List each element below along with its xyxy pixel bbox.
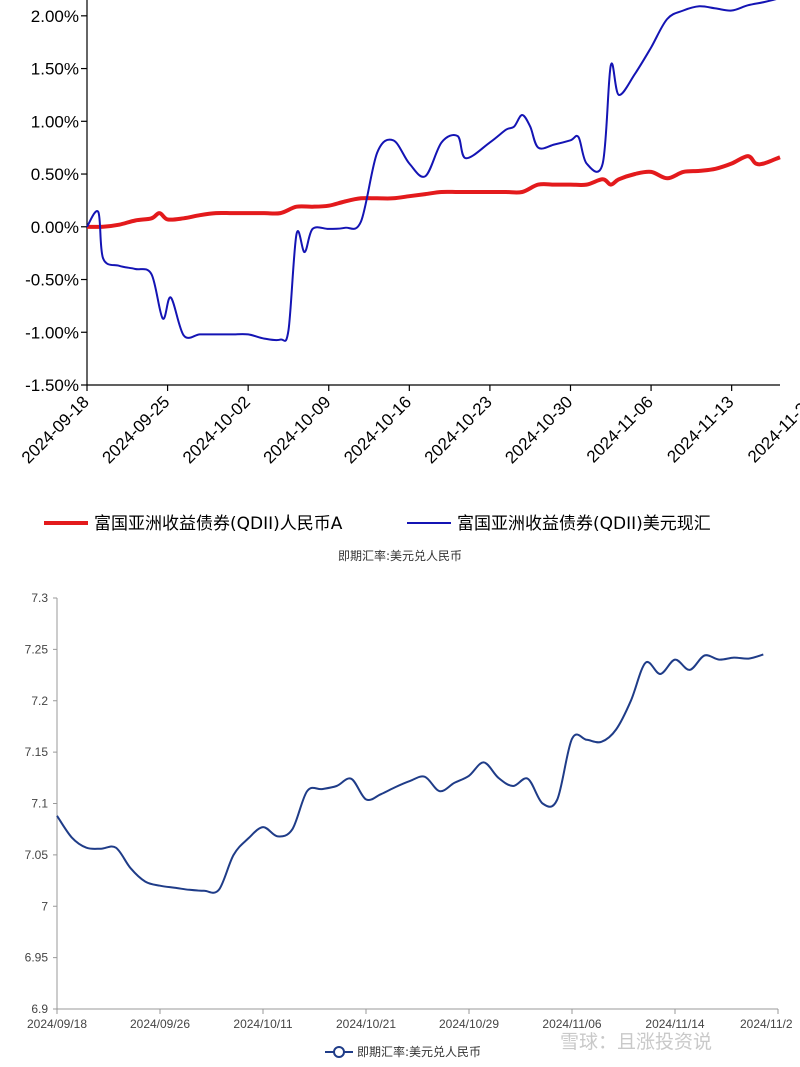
chart2-x-tick-label: 2024/11/2 [740, 1017, 793, 1031]
chart1-series-usd-line [86, 0, 777, 342]
chart1-x-tick-label: 2024-10-09 [260, 392, 335, 467]
chart2-title: 即期汇率:美元兑人民币 [338, 548, 462, 563]
chart2-legend-marker [333, 1046, 345, 1058]
chart1-y-tick-label: 0.00% [31, 218, 79, 237]
chart1-y-tick-label: 0.50% [31, 165, 79, 184]
chart1-y-tick-label: -0.50% [25, 271, 79, 290]
chart2-x-tick-label: 2024/10/21 [336, 1017, 396, 1031]
chart2-y-tick-label: 6.9 [31, 1002, 48, 1016]
chart1-x-tick-label: 2024-10-16 [340, 392, 415, 467]
chart1-x-tick-label: 2024-10-23 [421, 392, 496, 467]
chart1-y-tick-labels: 2.00% 1.50% 1.00% 0.50% 0.00% -0.50% -1.00% -1.… [25, 7, 79, 395]
chart1-y-tick-label: 1.00% [31, 112, 79, 131]
chart1-x-tick-label: 2024-11-20 [744, 392, 800, 466]
chart2-y-tick-marks [53, 597, 57, 1010]
legend-label-usd: 富国亚洲收益债券(QDII)美元现汇 [457, 514, 711, 534]
chart2-legend-label: 即期汇率:美元兑人民币 [357, 1044, 481, 1059]
legend-label-cny-a: 富国亚洲收益债券(QDII)人民币A [94, 514, 343, 534]
chart1-x-tick-labels: 2024-09-18 2024-09-25 2024-10-02 2024-10-09… [18, 392, 800, 467]
chart1-y-tick-label: 1.50% [31, 60, 79, 79]
chart2-x-tick-label: 2024/11/06 [542, 1017, 601, 1031]
chart1-y-tick-label: 2.00% [31, 7, 79, 26]
chart2-y-tick-label: 7.25 [25, 642, 49, 656]
chart2-x-tick-label: 2024/09/26 [130, 1017, 190, 1031]
chart1-y-tick-label: -1.50% [25, 376, 79, 395]
chart2-series-fx-line [56, 653, 764, 894]
chart2-x-tick-label: 2024/09/18 [27, 1017, 87, 1031]
chart1-x-tick-label: 2024-11-13 [663, 392, 737, 466]
chart2-y-tick-label: 7.3 [31, 591, 48, 605]
chart2-y-tick-labels: 7.3 7.25 7.2 7.15 7.1 7.05 7 6.95 6.9 [25, 591, 49, 1016]
chart2-x-tick-label: 2024/10/29 [439, 1017, 499, 1031]
chart1-y-tick-marks [81, 15, 87, 386]
chart1-legend: 富国亚洲收益债券(QDII)人民币A 富国亚洲收益债券(QDII)美元现汇 [44, 514, 711, 534]
chart2-y-tick-label: 7.15 [25, 745, 49, 759]
chart2-x-tick-marks [56, 1009, 779, 1014]
chart1-x-tick-marks [86, 385, 733, 391]
chart2: 即期汇率:美元兑人民币 7.3 7.25 7.2 7.15 7.1 7.05 7 6.95 6.… [25, 548, 793, 1059]
chart1-series-cny-a-line [86, 154, 781, 229]
watermark: 雪球：且涨投资说 [560, 1031, 712, 1053]
chart2-y-tick-label: 7.2 [31, 694, 48, 708]
chart2-y-tick-label: 7.1 [31, 797, 48, 811]
chart2-y-tick-label: 7.05 [25, 848, 49, 862]
chart1-x-tick-label: 2024-10-30 [501, 392, 576, 467]
chart1-x-tick-label: 2024-10-02 [179, 392, 254, 467]
chart1-y-tick-label: -1.00% [25, 323, 79, 342]
chart1-x-tick-label: 2024-09-25 [98, 392, 173, 467]
chart2-y-tick-label: 7 [41, 899, 48, 913]
chart2-y-tick-label: 6.95 [25, 951, 49, 965]
chart2-x-tick-label: 2024/10/11 [233, 1017, 292, 1031]
chart1-x-tick-label: 2024-09-18 [18, 392, 93, 467]
chart1-x-tick-label: 2024-11-06 [583, 392, 657, 466]
chart1: 2.00% 1.50% 1.00% 0.50% 0.00% -0.50% -1.00% -1.… [18, 0, 800, 534]
chart2-x-tick-labels: 2024/09/18 2024/09/26 2024/10/11 2024/10/21… [27, 1017, 793, 1031]
chart2-legend: 即期汇率:美元兑人民币 [325, 1044, 481, 1059]
chart2-x-tick-label: 2024/11/14 [645, 1017, 704, 1031]
